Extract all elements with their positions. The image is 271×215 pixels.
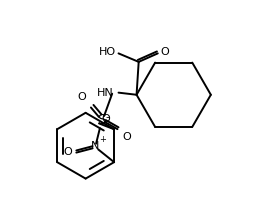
Text: -: - bbox=[106, 112, 110, 122]
Text: HO: HO bbox=[99, 47, 117, 57]
Text: S: S bbox=[97, 113, 106, 127]
Text: +: + bbox=[99, 135, 106, 144]
Text: N: N bbox=[91, 141, 99, 151]
Text: O: O bbox=[123, 132, 131, 142]
Text: O: O bbox=[160, 47, 169, 57]
Text: O: O bbox=[63, 147, 72, 157]
Text: HN: HN bbox=[96, 88, 113, 98]
Text: O: O bbox=[101, 114, 110, 124]
Text: O: O bbox=[77, 92, 86, 102]
